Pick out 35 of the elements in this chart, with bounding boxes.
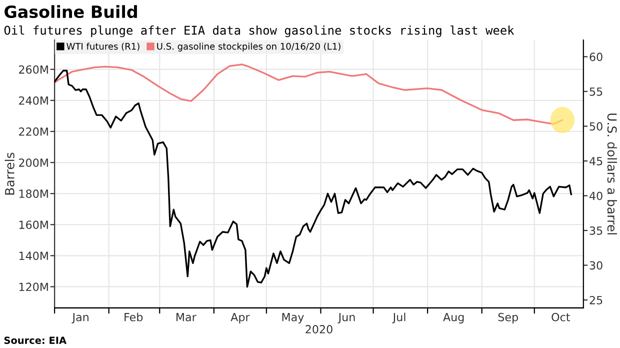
y-tick-label: 160M — [19, 220, 48, 229]
y2-tick-label: 60 — [590, 52, 602, 62]
legend-label: U.S. gasoline stockpiles on 10/16/20 (L1) — [157, 42, 340, 52]
x-tick-label: Jan — [72, 313, 88, 324]
x-tick-label: Jun — [338, 313, 355, 324]
y2-tick-label: 40 — [590, 192, 602, 200]
x-tick-label: Feb — [124, 312, 143, 322]
y2-tick-label: 50 — [590, 122, 602, 131]
x-tick-label: Apr — [230, 313, 250, 324]
legend-label: WTI futures (R1) — [66, 42, 140, 51]
y2-tick-label: 30 — [590, 261, 602, 270]
x-tick-label: Jul — [392, 312, 406, 324]
y-tick-label: 240M — [19, 96, 48, 105]
y-axis-title: Barrels — [4, 152, 14, 195]
chart-subtitle: Oil futures plunge after EIA data show gasoline stocks rising last week — [4, 25, 514, 38]
y-tick-label: 180M — [19, 190, 48, 198]
x-tick-label: Mar — [176, 313, 196, 322]
y2-tick-label: 45 — [590, 157, 602, 166]
y2-tick-label: 25 — [590, 296, 602, 304]
x-tick-label: May — [282, 313, 304, 324]
x-axis-title: 2020 — [306, 325, 332, 334]
x-tick-label: Aug — [443, 313, 464, 324]
x-tick-label: Oct — [552, 312, 570, 322]
y2-tick-label: 35 — [590, 226, 602, 235]
y-tick-label: 120M — [19, 282, 48, 292]
y2-tick-label: 55 — [590, 88, 602, 96]
line-series — [54, 70, 572, 288]
y2-axis-title: U.S. dollars a barrel — [607, 114, 618, 234]
y-tick-label: 220M — [19, 127, 48, 136]
x-tick-label: Sep — [498, 312, 518, 324]
source-note: Source: EIA — [4, 336, 66, 344]
y-tick-label: 260M — [19, 65, 48, 74]
chart-title: Gasoline Build — [4, 5, 137, 18]
y-tick-label: 140M — [19, 252, 48, 260]
y-tick-label: 200M — [19, 158, 48, 167]
